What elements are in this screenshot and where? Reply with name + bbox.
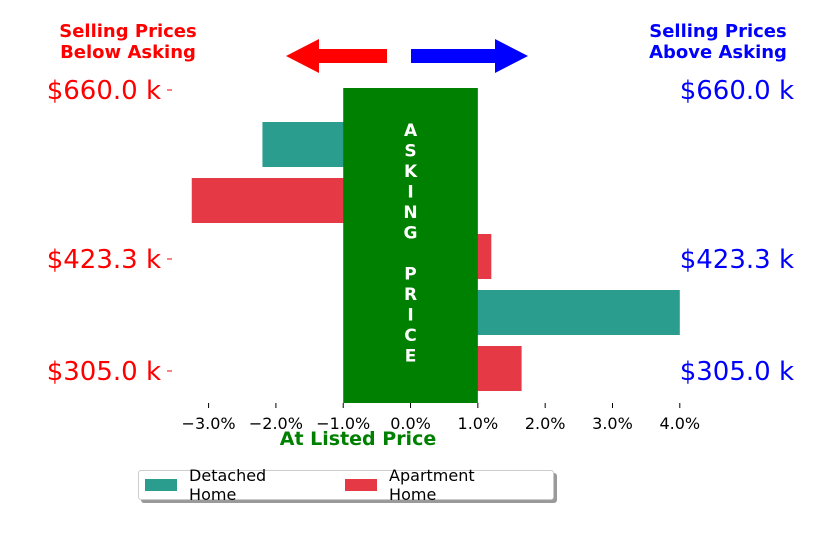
legend-swatch-apartment	[345, 479, 378, 491]
asking-label-char: R	[404, 285, 417, 305]
asking-label-char: I	[407, 306, 413, 326]
asking-label-char: N	[403, 203, 417, 223]
price-label-right: $423.3 k	[680, 245, 794, 275]
legend-label-detached: Detached Home	[189, 466, 267, 504]
price-label-left: $423.3 k	[47, 245, 161, 275]
x-tick-label: 0.0%	[390, 414, 431, 433]
left-arrow-icon	[286, 39, 387, 73]
price-label-right: $305.0 k	[680, 357, 794, 387]
legend: Detached Home Apartment Home	[138, 466, 554, 504]
x-tick-label: 3.0%	[592, 414, 633, 433]
below-asking-header-line2: Below Asking	[60, 42, 196, 63]
legend-label-apartment: Apartment Home	[389, 466, 475, 504]
above-asking-header-line1: Selling Prices	[649, 21, 787, 42]
legend-item-detached: Detached Home	[145, 466, 311, 504]
legend-item-apartment: Apartment Home	[345, 466, 519, 504]
x-axis: −3.0% −2.0% −1.0% 0.0% 1.0% 2.0% 3.0% 4.0%	[182, 403, 700, 433]
asking-label-char: C	[404, 326, 416, 346]
price-label-right: $660.0 k	[680, 76, 794, 106]
below-asking-header: Selling Prices Below Asking	[28, 21, 228, 63]
x-tick-label: −1.0%	[316, 414, 370, 433]
x-tick-label: −3.0%	[182, 414, 236, 433]
x-tick-label: 1.0%	[458, 414, 499, 433]
below-asking-header-line1: Selling Prices	[59, 21, 197, 42]
x-tick-label: −2.0%	[249, 414, 303, 433]
asking-price-bar	[343, 88, 478, 403]
above-asking-header-line2: Above Asking	[649, 42, 787, 63]
price-label-left: $660.0 k	[47, 76, 161, 106]
price-labels-layer: $660.0 k $660.0 k $423.3 k $423.3 k $305.0 k…	[47, 76, 794, 387]
price-label-left: $305.0 k	[47, 357, 161, 387]
legend-swatch-detached	[145, 479, 178, 491]
x-axis-label: At Listed Price	[280, 428, 436, 450]
asking-label-char: S	[404, 142, 416, 162]
asking-label-char: I	[407, 183, 413, 203]
above-asking-header: Selling Prices Above Asking	[618, 21, 818, 63]
x-tick-label: 2.0%	[525, 414, 566, 433]
asking-label-char: K	[404, 162, 418, 182]
asking-label-char: A	[404, 121, 418, 141]
asking-label-char: G	[404, 224, 418, 244]
x-tick-label: 4.0%	[659, 414, 700, 433]
asking-label-char: E	[405, 347, 417, 367]
asking-label-char: P	[404, 265, 416, 285]
right-arrow-icon	[411, 39, 528, 73]
